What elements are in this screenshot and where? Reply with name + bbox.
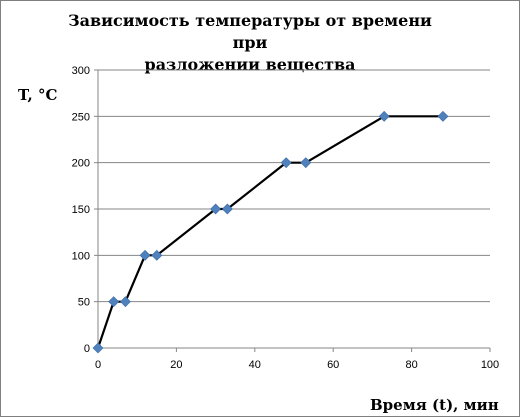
x-tick-label-80: 80 xyxy=(405,359,417,371)
chart-title: Зависимость температуры от времени при р… xyxy=(60,10,440,76)
data-point-0-8 xyxy=(300,157,312,169)
y-tick-label-100: 100 xyxy=(72,250,90,262)
series-line-0 xyxy=(96,115,443,349)
x-axis-label: Время (t), мин xyxy=(370,396,499,414)
y-tick-label-300: 300 xyxy=(72,65,90,77)
x-tick-label-60: 60 xyxy=(327,359,339,371)
data-point-0-5 xyxy=(210,203,222,215)
x-tick-label-40: 40 xyxy=(249,359,261,371)
x-tick-label-20: 20 xyxy=(170,359,182,371)
y-tick-label-50: 50 xyxy=(78,297,90,309)
chart-title-line-1: Зависимость температуры от времени при xyxy=(68,11,432,52)
data-point-0-10 xyxy=(437,110,449,122)
data-point-0-7 xyxy=(280,157,292,169)
data-point-0-6 xyxy=(221,203,233,215)
y-axis-label: T, °C xyxy=(18,86,58,104)
x-tick-label-0: 0 xyxy=(95,359,101,371)
y-tick-label-150: 150 xyxy=(72,204,90,216)
x-tick-label-100: 100 xyxy=(481,359,499,371)
chart-title-line-2: разложении вещества xyxy=(144,55,356,74)
y-tick-label-250: 250 xyxy=(72,111,90,123)
data-point-0-2 xyxy=(120,296,131,308)
data-point-0-4 xyxy=(151,249,163,261)
data-point-0-3 xyxy=(139,249,151,261)
data-point-0-0 xyxy=(92,342,104,354)
data-point-0-1 xyxy=(108,296,120,308)
data-point-0-9 xyxy=(378,110,390,122)
y-tick-label-200: 200 xyxy=(72,158,90,170)
y-tick-label-0: 0 xyxy=(84,343,90,355)
